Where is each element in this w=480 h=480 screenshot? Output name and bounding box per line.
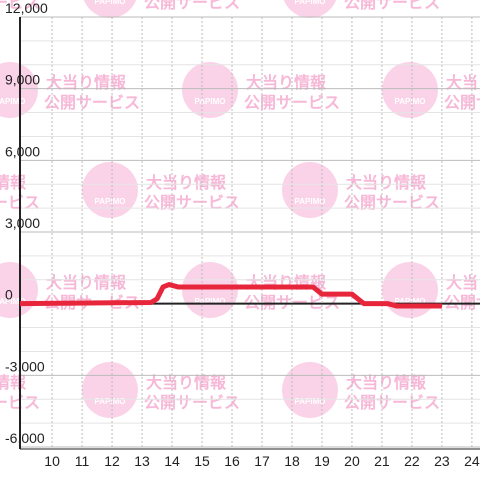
y-tick-label: 9,000: [5, 72, 40, 88]
watermark-logo-text: PAPIMO: [195, 97, 226, 106]
watermark-logo-text: PAPIMO: [295, 397, 326, 406]
watermark-text: 大当り情報: [346, 173, 427, 192]
x-tick-label: 22: [404, 453, 420, 469]
x-tick-label: 10: [44, 453, 60, 469]
watermark-text: 大当り情報: [46, 273, 127, 292]
series-line: [19, 282, 442, 309]
x-tick-label: 24: [464, 453, 480, 469]
watermark-text: 大当り情報: [46, 73, 127, 92]
watermark-text: 公開サービス: [144, 194, 240, 212]
watermark-logo: [283, 0, 337, 18]
watermark-logo-text: PAPIMO: [0, 297, 25, 306]
watermark-text: 大当り情報: [246, 73, 327, 92]
watermark-logo: [82, 362, 138, 418]
x-tick-label: 19: [314, 453, 330, 469]
x-tick-label: 15: [194, 453, 210, 469]
watermark-logo-text: PAPIMO: [295, 197, 326, 206]
watermark-text: 公開サービス: [44, 94, 140, 112]
watermark-text: 公開サービス: [0, 0, 40, 12]
y-tick-label: 0: [5, 287, 13, 303]
watermark-logo: [282, 362, 338, 418]
watermark-layer: PAPIMO大当り情報公開サービスPAPIMO大当り情報公開サービスPAPIMO…: [0, 0, 480, 418]
watermark-text: 大当り情報: [146, 373, 227, 392]
watermark-logo-text: PAPIMO: [95, 0, 126, 6]
watermark-logo: [82, 162, 138, 218]
y-tick-label: 12,000: [5, 0, 48, 16]
watermark-logo-text: PAPIMO: [95, 397, 126, 406]
x-tick-label: 13: [134, 453, 150, 469]
x-tick-label: 17: [254, 453, 270, 469]
watermark-text: 大当り情報: [0, 373, 27, 392]
watermark-text: 公開サービス: [344, 194, 440, 212]
watermark-text: 大当り情報: [146, 173, 227, 192]
x-tick-label: 11: [75, 453, 90, 469]
watermark-text: 公開サービス: [144, 0, 240, 12]
watermark-logo: [182, 62, 238, 118]
x-tick-label: 18: [284, 453, 300, 469]
watermark-logo: [182, 262, 238, 318]
x-tick-label: 14: [164, 453, 180, 469]
x-tick-label: 23: [434, 453, 450, 469]
y-tick-label: -3,000: [5, 358, 45, 374]
watermark-text: 大当り情報: [346, 373, 427, 392]
x-tick-label: 20: [344, 453, 360, 469]
watermark-text: 公開サービス: [444, 94, 480, 112]
watermark-logo-text: PAPIMO: [95, 197, 126, 206]
x-tick-label: 21: [374, 453, 390, 469]
watermark-logo: [83, 0, 137, 18]
watermark-logo: [0, 62, 38, 118]
watermark-logo: [382, 62, 438, 118]
watermark-logo: [282, 162, 338, 218]
watermark-logo-text: PAPIMO: [395, 297, 426, 306]
watermark-text: 公開サービス: [144, 394, 240, 412]
watermark-text: 公開サービス: [344, 394, 440, 412]
x-tick-label: 12: [104, 453, 120, 469]
watermark-text: 大当り情報: [0, 173, 27, 192]
watermark-logo-text: PAPIMO: [295, 0, 326, 6]
watermark-logo-text: PAPIMO: [0, 97, 25, 106]
watermark-logo-text: PAPIMO: [195, 297, 226, 306]
watermark-text: 公開サービス: [344, 0, 440, 12]
watermark-text: 大当り情報: [446, 273, 480, 292]
y-tick-label: -6,000: [5, 430, 45, 446]
x-tick-label: 16: [224, 453, 240, 469]
marks: -6,000 -3,000 0 3,000 6,000 9,000 12,000 10 11 12…: [5, 0, 480, 469]
y-tick-label: 3,000: [5, 215, 40, 231]
watermark-logo: [382, 262, 438, 318]
watermark-logo-text: PAPIMO: [395, 97, 426, 106]
y-tick-label: 6,000: [5, 143, 40, 159]
